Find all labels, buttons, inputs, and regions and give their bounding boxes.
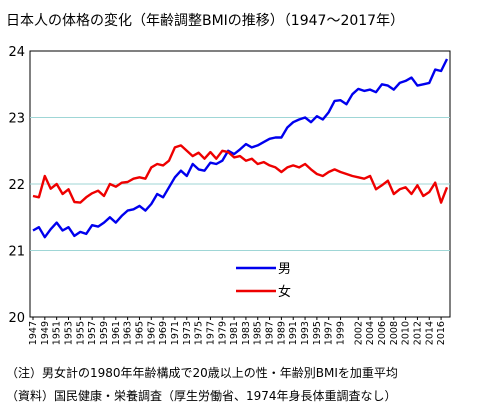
x-tick-label: 1971 xyxy=(170,321,181,345)
x-tick-label: 1999 xyxy=(336,321,347,345)
x-tick-label: 1997 xyxy=(324,321,335,345)
x-tick-label: 2016 xyxy=(436,321,447,345)
y-tick-label: 20 xyxy=(8,311,25,326)
x-tick-label: 2012 xyxy=(412,321,423,345)
footnote: （注）男女計の1980年年齢構成で20歳以上の性・年齢別BMIを加重平均 xyxy=(6,365,398,380)
x-tick-label: 1951 xyxy=(52,321,63,345)
x-tick-label: 2008 xyxy=(389,321,400,345)
x-tick-label: 1979 xyxy=(217,321,228,345)
x-tick-label: 1983 xyxy=(241,321,252,345)
x-tick-label: 1989 xyxy=(276,321,287,345)
x-tick-label: 1987 xyxy=(265,321,276,345)
x-tick-label: 2004 xyxy=(365,321,376,345)
chart-title: 日本人の体格の変化（年齢調整BMIの推移）（1947～2017年） xyxy=(6,12,404,29)
x-tick-label: 1947 xyxy=(28,321,39,345)
x-tick-label: 1993 xyxy=(300,321,311,345)
series-line-female xyxy=(32,144,449,204)
x-tick-label: 1969 xyxy=(158,321,169,345)
x-tick-label: 1965 xyxy=(134,321,145,345)
x-tick-label: 2014 xyxy=(424,321,435,345)
x-tick-label: 2010 xyxy=(401,321,412,345)
x-tick-label: 1991 xyxy=(288,321,299,345)
y-axis-ticks: 20 21 22 23 24 xyxy=(8,45,25,326)
x-tick-label: 1957 xyxy=(87,321,98,345)
grid-lines xyxy=(30,117,450,251)
legend: 男 女 xyxy=(236,262,291,300)
x-tick-label: 1975 xyxy=(194,321,205,345)
x-axis-ticks: 1947 1949 1951 1953 1955 1957 1959 1961 1963 1965… xyxy=(28,317,447,345)
series-lines xyxy=(32,58,449,239)
x-tick-label: 1959 xyxy=(99,321,110,345)
y-tick-label: 24 xyxy=(8,45,25,60)
x-tick-label: 1973 xyxy=(182,321,193,345)
x-tick-label: 1953 xyxy=(63,321,74,345)
y-tick-label: 23 xyxy=(8,112,25,127)
y-tick-label: 22 xyxy=(8,178,25,193)
source-note: （資料）国民健康・栄養調査（厚生労働省、1974年身長体重調査なし） xyxy=(6,388,397,403)
x-tick-label: 1981 xyxy=(229,321,240,345)
x-tick-label: 2002 xyxy=(353,321,364,345)
x-tick-label: 1977 xyxy=(205,321,216,345)
legend-label-male: 男 xyxy=(278,262,291,277)
x-tick-label: 1985 xyxy=(253,321,264,345)
y-tick-label: 21 xyxy=(8,245,25,260)
x-tick-label: 1967 xyxy=(146,321,157,345)
series-line-male xyxy=(32,58,449,239)
x-tick-label: 1995 xyxy=(312,321,323,345)
x-tick-label: 1955 xyxy=(75,321,86,345)
x-tick-label: 1949 xyxy=(40,321,51,345)
x-tick-label: 1961 xyxy=(111,321,122,345)
legend-label-female: 女 xyxy=(278,284,291,300)
x-tick-label: 2006 xyxy=(377,321,388,345)
x-tick-label: 1963 xyxy=(123,321,134,345)
